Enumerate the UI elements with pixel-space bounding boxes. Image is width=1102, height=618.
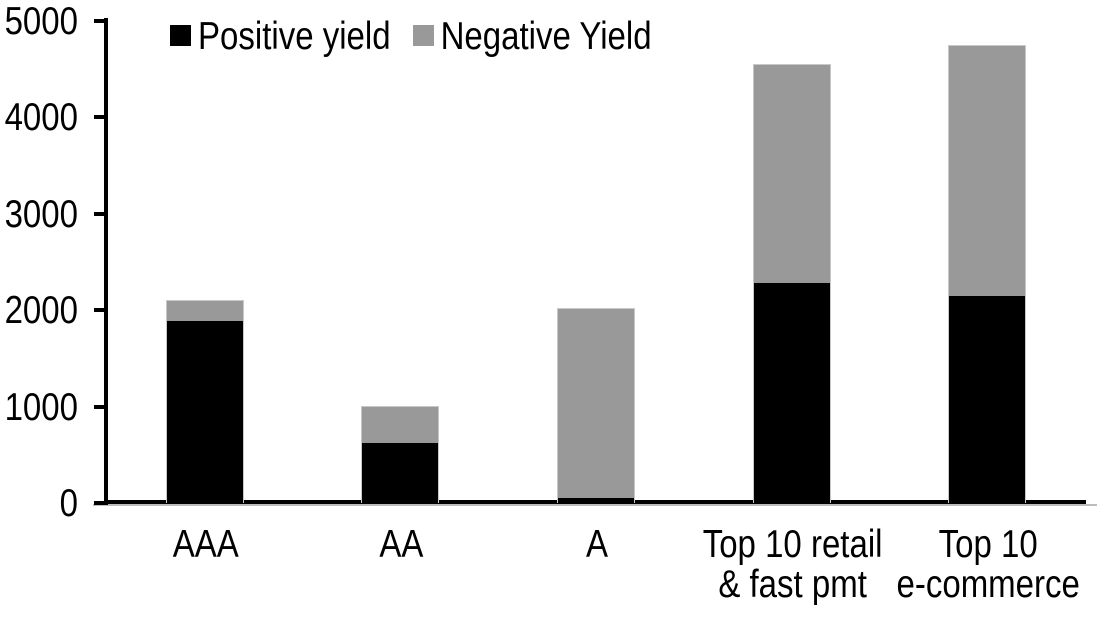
- y-axis-tick-label: 3000: [4, 191, 78, 235]
- y-axis-line: [104, 18, 108, 504]
- y-axis-tick-label: 4000: [4, 94, 78, 139]
- y-axis-tick-label: 5000: [4, 0, 78, 42]
- legend-swatch-negative: [412, 25, 434, 46]
- legend-item: Negative Yield: [412, 13, 652, 58]
- legend-swatch-positive: [170, 25, 191, 46]
- bar-segment-positive-yield: [557, 498, 635, 503]
- x-axis-category-label: Top 10 e-commerce: [896, 521, 1080, 606]
- bar-segment-positive-yield: [166, 321, 244, 503]
- bar-segment-negative-yield: [166, 300, 244, 321]
- y-axis-tick: [94, 211, 108, 216]
- legend: Positive yield Negative Yield: [170, 13, 652, 58]
- y-axis-tick: [94, 404, 108, 409]
- bar-segment-negative-yield: [361, 406, 439, 443]
- bar-segment-negative-yield: [948, 45, 1026, 296]
- legend-item: Positive yield: [170, 13, 391, 58]
- bar-segment-negative-yield: [753, 64, 831, 283]
- x-axis-category-label: AA: [379, 521, 424, 566]
- legend-label: Negative Yield: [440, 13, 652, 58]
- y-axis-tick-label: 1000: [4, 384, 78, 428]
- bar-segment-negative-yield: [557, 308, 635, 498]
- y-axis-tick-label: 0: [59, 480, 78, 525]
- y-axis-tick: [94, 115, 108, 119]
- bar-segment-positive-yield: [948, 296, 1026, 503]
- x-axis-category-label: A: [585, 521, 608, 566]
- y-axis-tick: [94, 501, 108, 505]
- x-axis-category-label: AAA: [172, 521, 239, 566]
- bar-segment-positive-yield: [753, 283, 831, 503]
- x-axis-category-label: Top 10 retail & fast pmt: [702, 521, 883, 606]
- y-axis-tick: [94, 18, 108, 23]
- bar-segment-positive-yield: [361, 443, 439, 503]
- y-axis-tick-label: 2000: [4, 287, 78, 332]
- legend-label: Positive yield: [198, 13, 391, 58]
- y-axis-tick: [94, 308, 108, 312]
- x-axis-shadow: [93, 504, 1097, 506]
